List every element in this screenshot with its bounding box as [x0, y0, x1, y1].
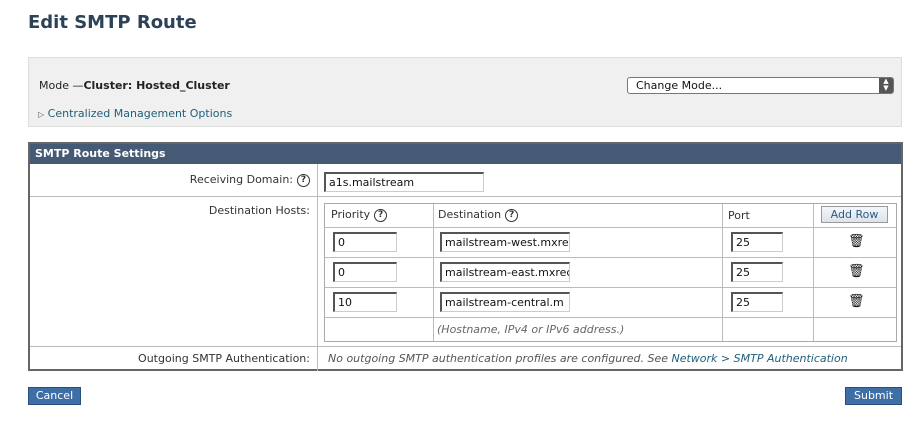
destination-hosts-label: Destination Hosts: — [208, 204, 310, 217]
page-title: Edit SMTP Route — [28, 12, 197, 33]
mode-label: Mode —Cluster: Hosted_Cluster — [39, 79, 230, 92]
destination-input[interactable]: mailstream-west.mxre — [440, 232, 570, 252]
smtp-route-settings: SMTP Route Settings Receiving Domain:? a… — [28, 142, 903, 371]
add-row-button[interactable]: Add Row — [821, 206, 888, 223]
receiving-domain-label: Receiving Domain:? — [30, 173, 310, 187]
mode-value: Cluster: Hosted_Cluster — [83, 79, 230, 92]
section-header: SMTP Route Settings — [30, 144, 901, 164]
destination-input[interactable]: mailstream-central.m — [440, 292, 570, 312]
port-input[interactable]: 25 — [731, 262, 783, 282]
destination-hosts-table: Priority? Destination? Port Add Row 0 ma… — [324, 203, 897, 342]
select-arrows-icon: ▲ ▼ — [879, 78, 893, 93]
divider — [30, 196, 901, 197]
submit-button[interactable]: Submit — [845, 387, 902, 405]
trash-icon[interactable]: 🗑 — [848, 294, 865, 309]
trash-icon[interactable]: 🗑 — [848, 264, 865, 279]
outgoing-auth-label: Outgoing SMTP Authentication: — [138, 352, 310, 365]
priority-input[interactable]: 10 — [333, 292, 397, 312]
smtp-authentication-link[interactable]: Network > SMTP Authentication — [671, 352, 848, 365]
priority-input[interactable]: 0 — [333, 262, 397, 282]
port-header: Port — [728, 209, 750, 222]
priority-header: Priority? — [331, 208, 388, 222]
mode-prefix: Mode — — [39, 79, 84, 92]
centralized-options-toggle[interactable]: ▷ Centralized Management Options — [38, 107, 232, 120]
priority-input[interactable]: 0 — [333, 232, 397, 252]
outgoing-auth-text: No outgoing SMTP authentication profiles… — [328, 352, 848, 365]
help-icon[interactable]: ? — [505, 208, 519, 222]
cancel-button[interactable]: Cancel — [28, 387, 81, 405]
destination-input[interactable]: mailstream-east.mxrec — [440, 262, 570, 282]
destination-header: Destination? — [438, 208, 519, 222]
change-mode-value: Change Mode... — [636, 79, 723, 92]
destination-hint: (Hostname, IPv4 or IPv6 address.) — [437, 323, 625, 336]
triangle-right-icon: ▷ — [38, 110, 45, 119]
help-icon[interactable]: ? — [374, 208, 388, 222]
change-mode-select[interactable]: Change Mode... ▲ ▼ — [627, 77, 894, 94]
port-input[interactable]: 25 — [731, 232, 783, 252]
divider — [30, 346, 901, 347]
trash-icon[interactable]: 🗑 — [848, 234, 865, 249]
help-icon[interactable]: ? — [297, 173, 310, 187]
receiving-domain-input[interactable]: a1s.mailstream — [324, 172, 484, 192]
divider — [317, 164, 318, 371]
port-input[interactable]: 25 — [731, 292, 783, 312]
centralized-options-link[interactable]: Centralized Management Options — [47, 107, 233, 120]
